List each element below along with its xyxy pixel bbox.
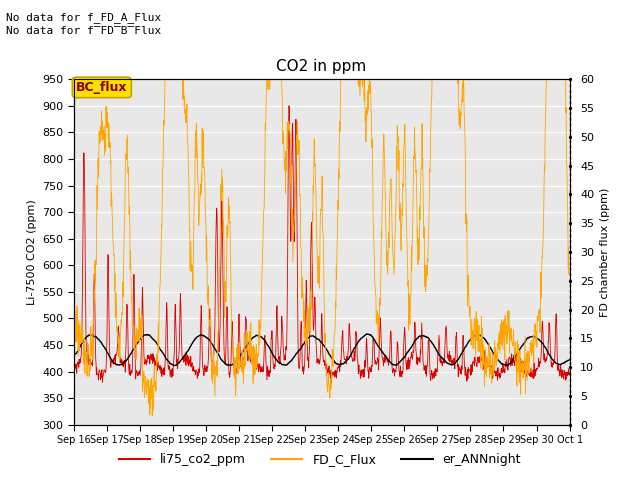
- Text: BC_flux: BC_flux: [76, 81, 127, 94]
- Text: No data for f_FD_A_Flux: No data for f_FD_A_Flux: [6, 12, 162, 23]
- Title: CO2 in ppm: CO2 in ppm: [276, 59, 367, 74]
- Legend: li75_co2_ppm, FD_C_Flux, er_ANNnight: li75_co2_ppm, FD_C_Flux, er_ANNnight: [114, 448, 526, 471]
- Y-axis label: FD chamber flux (ppm): FD chamber flux (ppm): [600, 187, 610, 317]
- Text: No data for f̅FD̅B̅Flux: No data for f̅FD̅B̅Flux: [6, 26, 162, 36]
- Y-axis label: Li-7500 CO2 (ppm): Li-7500 CO2 (ppm): [26, 199, 36, 305]
